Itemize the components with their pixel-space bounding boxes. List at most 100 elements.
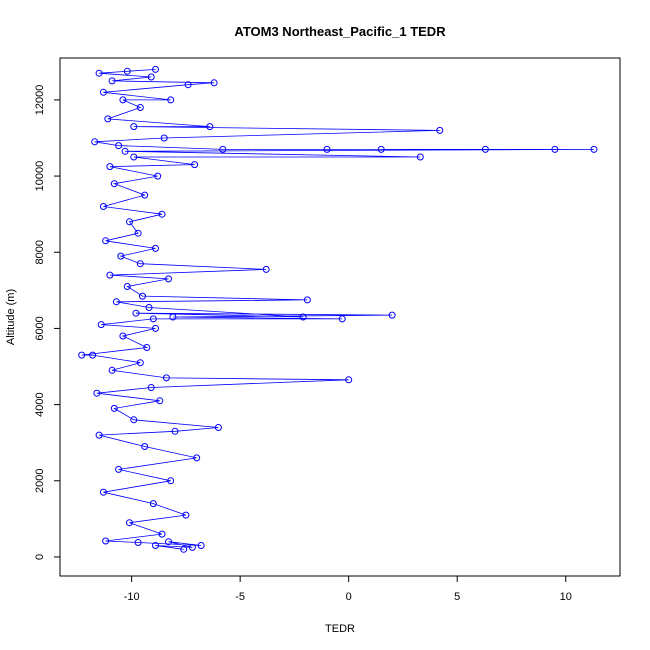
y-tick-label: 6000	[34, 316, 46, 340]
data-point	[436, 126, 444, 134]
data-point	[377, 145, 385, 153]
data-point	[147, 384, 155, 391]
data-point	[110, 180, 118, 188]
data-point	[130, 416, 138, 424]
data-point	[119, 96, 127, 104]
data-point	[130, 123, 138, 131]
data-point	[154, 172, 162, 180]
data-point	[134, 229, 142, 237]
data-point	[323, 145, 331, 153]
data-point	[262, 265, 270, 273]
data-point	[108, 77, 116, 85]
data-point	[590, 145, 598, 153]
data-point	[136, 359, 144, 367]
data-point	[149, 500, 157, 508]
data-point	[99, 203, 107, 210]
data-point	[160, 134, 168, 142]
x-axis-label: TEDR	[325, 623, 355, 635]
data-point	[156, 397, 164, 405]
data-point	[136, 260, 144, 268]
data-point	[188, 543, 196, 551]
data-point	[104, 115, 112, 123]
data-point	[95, 431, 103, 439]
data-point	[119, 332, 127, 340]
data-point	[123, 67, 131, 75]
data-point	[139, 292, 146, 300]
data-point	[132, 309, 140, 317]
data-point	[126, 519, 133, 527]
data-point	[219, 145, 227, 153]
data-point	[193, 454, 201, 462]
y-axis-label: Altitude (m)	[5, 289, 17, 345]
x-tick-label: -10	[124, 591, 140, 603]
data-point	[197, 542, 205, 549]
x-tick-label: 5	[454, 591, 460, 603]
x-tick-label: -5	[235, 591, 245, 603]
data-point	[112, 298, 120, 306]
data-point	[165, 275, 172, 283]
data-point	[184, 81, 192, 89]
data-point	[180, 545, 188, 553]
data-point	[108, 366, 116, 374]
data-point	[102, 237, 110, 245]
data-point	[99, 488, 107, 496]
data-point	[191, 161, 199, 169]
data-point	[147, 73, 155, 81]
data-point	[171, 427, 179, 435]
data-point	[299, 313, 307, 321]
data-point	[99, 88, 107, 96]
y-axis: 0 2000 4000 6000 8000 10000 12000	[34, 85, 61, 560]
data-point	[551, 145, 559, 153]
data-point	[93, 389, 101, 397]
data-point	[95, 69, 103, 77]
data-point	[481, 145, 489, 153]
data-point	[210, 79, 218, 87]
data-point	[143, 344, 151, 351]
data-point	[152, 324, 159, 332]
y-tick-label: 10000	[34, 161, 46, 192]
data-point	[134, 539, 142, 546]
y-tick-label: 12000	[34, 85, 46, 116]
data-point	[78, 351, 86, 359]
data-point	[158, 210, 166, 218]
x-axis: -10 -5 0 5 10	[124, 575, 572, 603]
data-point	[388, 311, 396, 319]
data-point	[97, 321, 105, 329]
data-point	[167, 96, 175, 104]
points-layer	[78, 65, 598, 553]
data-point	[169, 313, 177, 321]
data-point	[416, 153, 424, 161]
data-point	[206, 123, 214, 131]
data-point	[345, 376, 353, 384]
data-point	[152, 65, 159, 73]
data-point	[130, 153, 138, 161]
x-tick-label: 10	[560, 591, 572, 603]
data-point	[141, 443, 149, 450]
data-point	[152, 542, 159, 549]
data-point	[338, 315, 346, 323]
data-point	[91, 138, 99, 146]
data-point	[121, 147, 129, 155]
series-line	[81, 69, 595, 550]
data-point	[158, 530, 166, 538]
data-point	[145, 304, 153, 311]
data-point	[214, 424, 222, 431]
y-tick-label: 4000	[34, 392, 46, 416]
data-point	[162, 374, 170, 382]
data-point	[126, 218, 133, 226]
data-point	[141, 191, 149, 199]
data-point	[152, 244, 159, 252]
y-tick-label: 2000	[34, 469, 46, 493]
data-point	[123, 283, 131, 290]
data-point	[303, 296, 311, 304]
data-point	[115, 465, 123, 473]
y-tick-label: 8000	[34, 240, 46, 264]
x-tick-label: 0	[346, 591, 352, 603]
data-point	[182, 511, 190, 519]
data-point	[115, 142, 123, 150]
data-point	[106, 271, 114, 279]
data-point	[149, 315, 157, 323]
data-point	[117, 252, 125, 260]
